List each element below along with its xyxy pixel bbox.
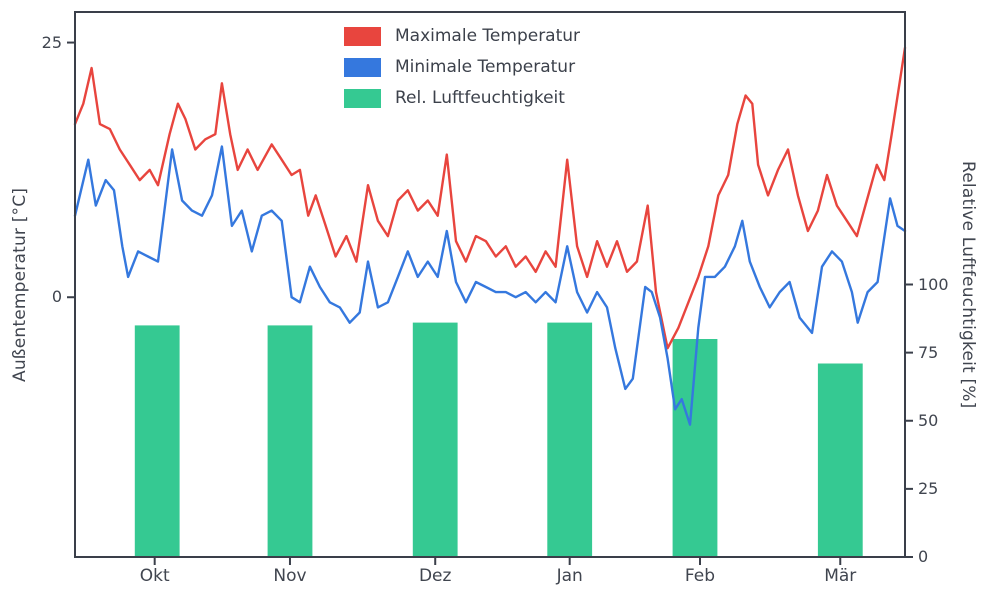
legend-label-humidity: Rel. Luftfeuchtigkeit xyxy=(395,88,565,108)
legend-label-min-temp: Minimale Temperatur xyxy=(395,57,576,77)
legend-label-max-temp: Maximale Temperatur xyxy=(395,26,581,46)
max-temp-line xyxy=(73,46,907,350)
legend: Maximale Temperatur Minimale Temperatur … xyxy=(338,22,589,112)
legend-swatch-min-temp xyxy=(344,57,381,77)
right-axis-label: Relative Luftfeuchtigkeit [%] xyxy=(958,160,978,409)
humidity-bar-Dez xyxy=(412,322,458,557)
right-tick-label-100: 100 xyxy=(918,274,949,294)
legend-item-max-temp: Maximale Temperatur xyxy=(344,26,580,46)
right-tick-label-50: 50 xyxy=(918,410,939,430)
humidity-bar-Jan xyxy=(547,322,593,557)
x-tick-label-Jan: Jan xyxy=(556,566,583,586)
x-tick-label-Mär: Mär xyxy=(824,566,857,586)
x-tick-label-Feb: Feb xyxy=(684,566,716,586)
right-tick-label-25: 25 xyxy=(918,478,939,498)
left-axis-label: Außentemperatur [°C] xyxy=(10,187,30,382)
humidity-bar-Nov xyxy=(267,325,313,557)
left-tick-label-25: 25 xyxy=(41,32,62,52)
x-tick-label-Nov: Nov xyxy=(273,566,307,586)
legend-item-humidity: Rel. Luftfeuchtigkeit xyxy=(344,88,580,108)
humidity-bar-Mär xyxy=(817,363,863,557)
legend-item-min-temp: Minimale Temperatur xyxy=(344,57,580,77)
x-tick-label-Dez: Dez xyxy=(418,566,452,586)
left-tick-label-0: 0 xyxy=(51,287,62,307)
humidity-bar-Okt xyxy=(134,325,180,557)
right-tick-label-75: 75 xyxy=(918,342,939,362)
right-tick-label-0: 0 xyxy=(918,547,929,566)
x-tick-label-Okt: Okt xyxy=(139,566,170,586)
legend-swatch-max-temp xyxy=(344,26,381,46)
min-temp-line xyxy=(73,145,907,426)
legend-swatch-humidity xyxy=(344,88,381,108)
